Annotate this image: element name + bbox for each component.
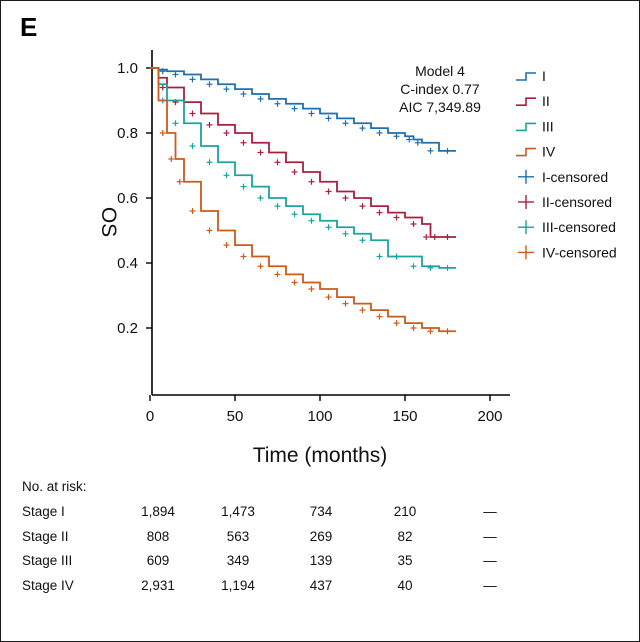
legend-label-I: I [542, 68, 546, 84]
x-tick-label: 100 [307, 408, 332, 425]
legend-label-II: II [542, 93, 550, 109]
legend-label-III: III [542, 118, 554, 134]
y-tick-label: 1.0 [117, 60, 138, 77]
km-curve-stage-II [150, 67, 456, 238]
km-curve-stage-IV [150, 67, 456, 333]
legend-label-IV: IV [542, 144, 556, 160]
x-tick-label: 200 [477, 408, 502, 425]
legend-swatch-I [516, 72, 536, 81]
panel-letter: E [20, 12, 38, 42]
km-curve-stage-III [150, 67, 456, 269]
legend-label-II-censored: II-censored [542, 194, 612, 210]
annotation-line: AIC 7,349.89 [399, 99, 481, 115]
legend-label-IV-censored: IV-censored [542, 244, 617, 260]
y-tick-label: 0.8 [117, 125, 138, 142]
annotation-line: C-index 0.77 [400, 81, 480, 97]
y-tick-label: 0.2 [117, 320, 138, 337]
y-axis-label: OS [97, 207, 120, 237]
y-tick-label: 0.4 [117, 255, 138, 272]
legend-label-I-censored: I-censored [542, 169, 608, 185]
legend-swatch-IV [516, 147, 536, 157]
legend-swatch-II [516, 97, 536, 106]
x-tick-label: 50 [227, 408, 244, 425]
km-curve-stage-I [150, 67, 456, 152]
x-tick-label: 150 [392, 408, 417, 425]
annotation-line: Model 4 [415, 63, 465, 79]
x-tick-label: 0 [146, 408, 154, 425]
y-tick-label: 0.6 [117, 190, 138, 207]
legend-swatch-III [516, 122, 536, 132]
x-axis-label: Time (months) [253, 444, 388, 467]
legend-label-III-censored: III-censored [542, 219, 616, 235]
